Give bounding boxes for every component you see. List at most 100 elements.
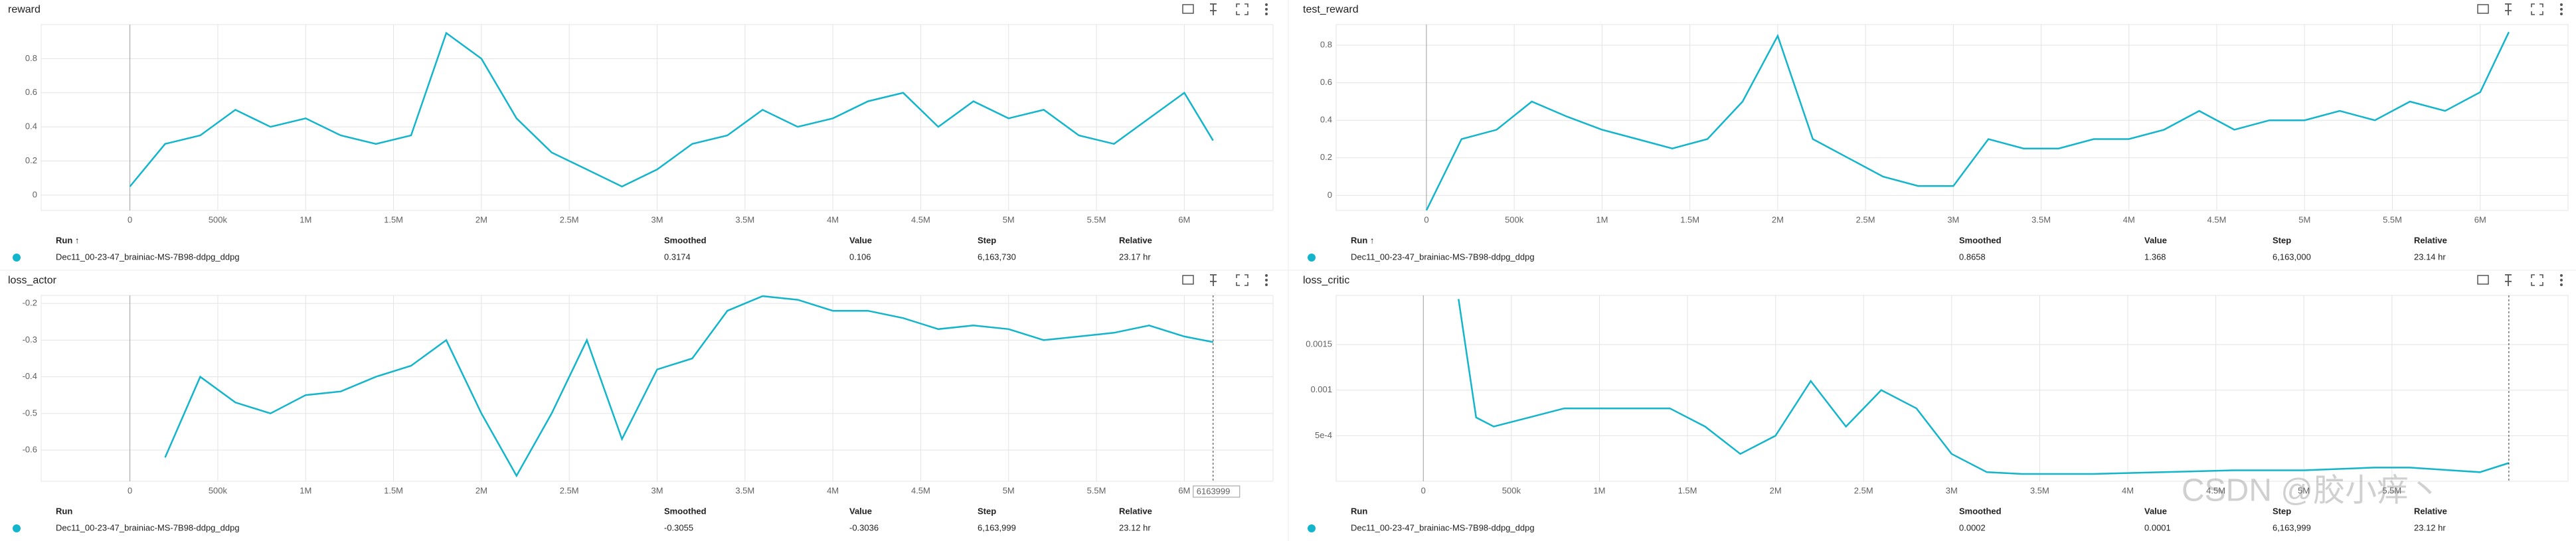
y-tick-label: 0.001 [1310,384,1332,394]
icon-menu-dot[interactable] [1265,8,1268,11]
table-header: Run ↑ [56,235,79,245]
icon-menu-dot[interactable] [1265,283,1268,286]
x-tick-label: 0 [128,485,132,495]
x-tick-label: 4M [2122,485,2134,495]
icon-menu-dot[interactable] [1265,13,1268,15]
icon-data-download[interactable] [2477,275,2489,285]
table-header: Relative [1119,506,1152,516]
icon-menu-dot[interactable] [2560,279,2563,281]
table-header: Step [978,506,996,516]
table-cell: Dec11_00-23-47_brainiac-MS-7B98-ddpg_ddp… [1351,522,1535,532]
icon-menu-dot[interactable] [1265,274,1268,277]
table-cell: 6,163,730 [978,252,1016,262]
chart-panel: test_reward 0 0.2 0.4 0.6 0.8 0 500k 1M 1.5M 2M 2.5… [1303,3,2569,262]
y-tick-label: 0.8 [25,53,37,63]
series-line [129,31,1214,188]
icon-pin[interactable] [2505,3,2512,15]
x-tick-label: 5M [2298,485,2310,495]
table-header: Run ↑ [1351,235,1374,245]
icon-fullscreen[interactable] [2531,3,2543,15]
x-tick-label: 3M [651,485,663,495]
table-cell: Dec11_00-23-47_brainiac-MS-7B98-ddpg_ddp… [56,522,240,532]
x-tick-label: 2.5M [1854,485,1873,495]
table-cell: Dec11_00-23-47_brainiac-MS-7B98-ddpg_ddp… [1351,252,1535,262]
icon-menu-dot[interactable] [2560,274,2563,277]
y-tick-label: 0.8 [1320,40,1332,50]
chart-panel: loss_actor -0.6 -0.5 -0.4 -0.3 -0.2 0 500k 1M 1.5… [8,274,1274,532]
table-header: Relative [2414,506,2447,516]
x-tick-label: 2M [475,214,487,224]
icon-fullscreen[interactable] [1236,274,1248,286]
x-tick-label: 1.5M [384,214,403,224]
table-cell: 23.14 hr [2414,252,2446,262]
x-tick-label: 500k [1505,214,1524,224]
table-cell: -0.3055 [664,522,693,532]
icon-menu-dot[interactable] [2560,13,2563,15]
x-tick-label: 5M [2298,214,2310,224]
x-tick-label: 4.5M [911,214,930,224]
x-tick-label: 1.5M [384,485,403,495]
x-tick-label: 500k [209,214,228,224]
x-tick-label: 2M [1770,485,1782,495]
table-header: Smoothed [1959,506,2002,516]
icon-menu-dot[interactable] [1265,279,1268,281]
x-tick-label: 500k [1502,485,1521,495]
y-tick-label: -0.3 [23,335,37,345]
icon-pin[interactable] [1210,274,1217,286]
x-tick-label: 1M [1596,214,1608,224]
table-cell: 0.3174 [664,252,691,262]
icon-data-download[interactable] [1182,275,1194,285]
x-tick-label: 3M [651,214,663,224]
x-tick-label: 5M [1003,214,1015,224]
run-color-dot [1308,524,1316,532]
table-header: Step [978,235,996,245]
table-cell: 6,163,999 [978,522,1016,532]
y-tick-label: 0 [33,189,37,199]
chart-panel: loss_critic 5e-4 0.001 0.0015 0 500k 1M 1.5M 2M 2… [1303,274,2569,532]
icon-pin[interactable] [1210,3,1217,15]
y-tick-label: 0.6 [25,87,37,97]
chart-title: reward [8,4,41,15]
table-cell: 0.0001 [2144,522,2171,532]
x-tick-label: 4M [827,485,839,495]
x-tick-label: 4M [827,214,839,224]
chart-title: loss_actor [8,275,57,286]
icon-data-download[interactable] [1182,4,1194,14]
run-color-dot [13,524,21,532]
x-tick-label: 3.5M [2030,485,2049,495]
y-tick-label: -0.5 [23,408,37,418]
x-tick-label: 4M [2123,214,2135,224]
table-header: Relative [1119,235,1152,245]
icon-fullscreen[interactable] [2531,274,2543,286]
run-color-dot [13,254,21,262]
y-tick-label: 0.2 [1320,152,1332,162]
y-tick-label: -0.4 [23,371,37,381]
chart-panel: reward 0 0.2 0.4 0.6 0.8 0 500k 1M 1.5M 2M 2.5M 3M 3.… [8,3,1274,262]
x-tick-label: 2.5M [560,485,579,495]
icon-data-download[interactable] [2477,4,2489,14]
icon-menu-dot[interactable] [2560,3,2563,6]
y-tick-label: 0.0015 [1306,339,1332,349]
x-tick-label: 3M [1947,214,1959,224]
icon-pin[interactable] [2505,274,2512,286]
icon-fullscreen[interactable] [1236,3,1248,15]
y-tick-label: 5e-4 [1315,430,1332,440]
x-tick-label: 2M [1772,214,1784,224]
x-tick-label: 3M [1946,485,1958,495]
icon-menu-dot[interactable] [2560,283,2563,286]
plot-area [1335,24,2569,211]
x-tick-label: 6M [1178,485,1190,495]
x-tick-label: 3.5M [735,214,754,224]
icon-menu-dot[interactable] [2560,8,2563,11]
y-tick-label: 0.4 [25,121,37,131]
y-tick-label: 0.2 [25,155,37,165]
series-line [1425,31,2510,210]
table-cell: 6,163,999 [2273,522,2311,532]
icon-menu-dot[interactable] [1265,3,1268,6]
x-tick-label: 0 [128,214,132,224]
watermark: CSDN @胶小痒丶 [2182,473,2441,508]
x-tick-label: 5M [1003,485,1015,495]
table-cell: 1.368 [2144,252,2166,262]
